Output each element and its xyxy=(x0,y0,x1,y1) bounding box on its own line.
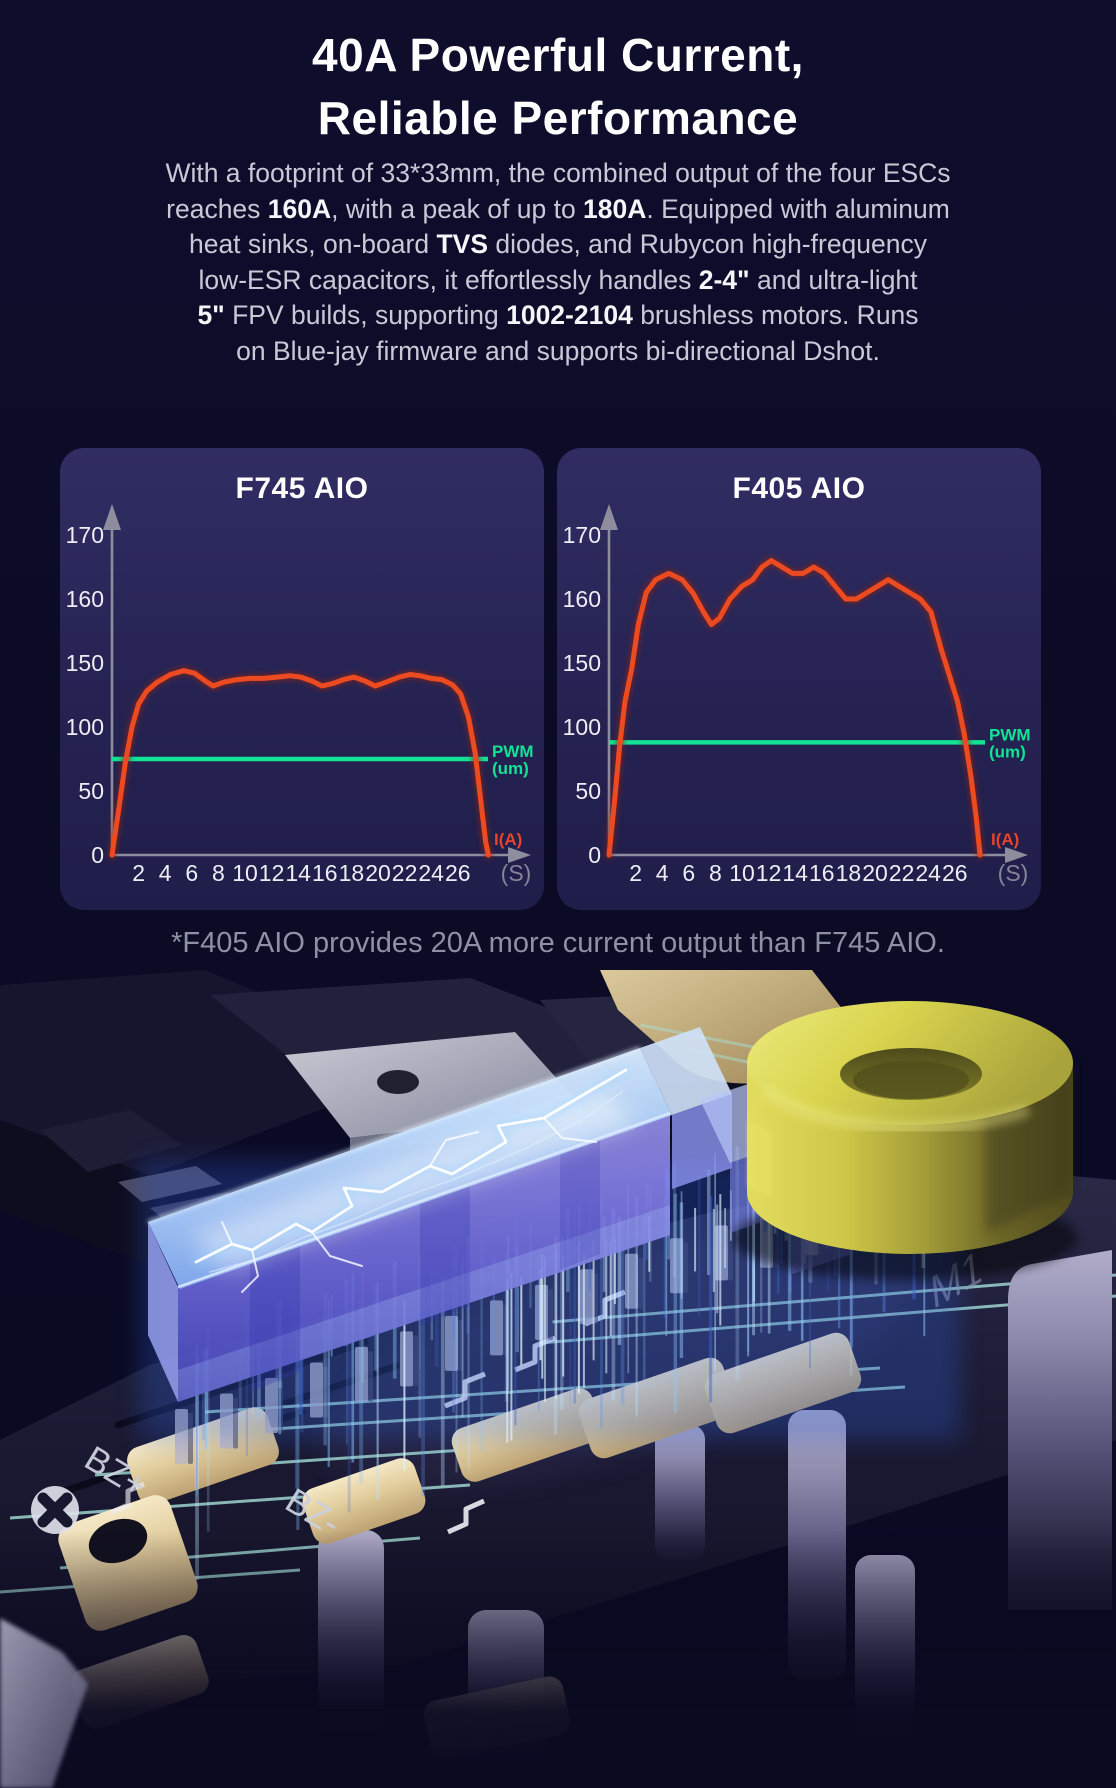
right-pillar xyxy=(1008,1250,1112,1610)
description-line: With a footprint of 33*33mm, the combine… xyxy=(0,156,1116,192)
axis-tick-label: 14 xyxy=(285,860,311,886)
axis-tick-label: 170 xyxy=(66,522,104,548)
axis-tick-label: 18 xyxy=(836,860,862,886)
current-axis-label: I(A) xyxy=(494,830,522,849)
axis-tick-label: 4 xyxy=(159,860,172,886)
axis-tick-label: 100 xyxy=(563,714,601,740)
current-curve xyxy=(109,668,491,858)
axis-tick-label: 170 xyxy=(563,522,601,548)
x-axis-unit-label: (S) xyxy=(501,860,532,886)
description-text: . Equipped with aluminum xyxy=(646,193,950,224)
description-line: 5" FPV builds, supporting 1002-2104 brus… xyxy=(0,298,1116,334)
axis-tick-label: 0 xyxy=(588,842,601,868)
lightning-bolts xyxy=(192,1066,630,1293)
axis-tick-label: 0 xyxy=(91,842,104,868)
axis-tick-label: 160 xyxy=(66,586,104,612)
y-axis-arrow xyxy=(103,504,121,530)
x-axis-arrow xyxy=(508,847,531,863)
chart-card-f405: 0 50 100 150 160 170 2 4 6 8 10 12 14 16 18 20 22 24 26 (S)… xyxy=(557,448,1041,910)
capacitor xyxy=(733,1001,1077,1280)
description-highlight: 5" xyxy=(197,300,225,330)
axis-tick-label: 12 xyxy=(756,860,782,886)
description-text: With a footprint of 33*33mm, the combine… xyxy=(165,158,951,188)
axis-tick-label: 24 xyxy=(915,860,941,886)
page-title-line2: Reliable Performance xyxy=(317,92,799,144)
x-axis-unit-label: (S) xyxy=(998,860,1029,886)
axis-tick-label: 20 xyxy=(862,860,888,886)
description-text: brushless motors. Runs xyxy=(632,300,919,330)
bottom-fade xyxy=(0,1530,1116,1788)
pwm-unit-label: (um) xyxy=(492,759,529,778)
axis-tick-label: 22 xyxy=(392,860,418,886)
description-highlight: TVS xyxy=(436,229,488,259)
pwm-label: PWM xyxy=(989,725,1031,744)
description-line: on Blue-jay firmware and supports bi-dir… xyxy=(0,334,1116,370)
axis-tick-label: 12 xyxy=(259,860,285,886)
current-curve-glow xyxy=(107,666,493,860)
axis-tick-label: 8 xyxy=(212,860,225,886)
axis-tick-label: 14 xyxy=(782,860,808,886)
description-highlight: 160A xyxy=(267,193,332,224)
axis-tick-label: 24 xyxy=(418,860,444,886)
y-axis-arrow xyxy=(600,504,618,530)
x-axis-arrow xyxy=(1005,847,1028,863)
axis-tick-label: 4 xyxy=(656,860,669,886)
description-text: reaches xyxy=(166,193,268,224)
corner-component xyxy=(0,1618,88,1788)
footnote: *F405 AIO provides 20A more current outp… xyxy=(171,927,945,959)
axis-tick-label: 20 xyxy=(365,860,391,886)
description-highlight: 2-4" xyxy=(698,264,750,295)
axis-tick-label: 6 xyxy=(185,860,198,886)
axis-tick-label: 2 xyxy=(132,860,145,886)
axis-tick-label: 150 xyxy=(563,650,601,676)
axis-tick-label: 10 xyxy=(232,860,258,886)
pwm-unit-label: (um) xyxy=(989,742,1026,761)
pcb-render-image: BZ+ BZ- M1 xyxy=(0,970,1116,1788)
page-title-line1: 40A Powerful Current, xyxy=(312,29,804,81)
axis-tick-label: 10 xyxy=(729,860,755,886)
description-line: reaches 160A, with a peak of up to 180A.… xyxy=(0,192,1116,228)
chart-title-f405: F405 AIO xyxy=(732,472,866,505)
axis-tick-label: 50 xyxy=(575,778,601,804)
description-text: low-ESR capacitors, it effortlessly hand… xyxy=(198,264,699,295)
description-highlight: 1002-2104 xyxy=(506,300,633,330)
description-text: and ultra-light xyxy=(749,264,918,295)
description-line: low-ESR capacitors, it effortlessly hand… xyxy=(0,263,1116,299)
description-text: on Blue-jay firmware and supports bi-dir… xyxy=(236,335,880,366)
description-text: diodes, and Rubycon high-frequency xyxy=(488,229,928,259)
axis-tick-label: 8 xyxy=(709,860,722,886)
description-text: , with a peak of up to xyxy=(331,193,584,224)
chart-title-f745: F745 AIO xyxy=(235,472,369,505)
description-highlight: 180A xyxy=(583,193,647,224)
chart-card-f745: 0 50 100 150 160 170 2 4 6 8 10 12 14 16 18 20 22 24 26 (S)… xyxy=(60,448,544,910)
axis-tick-label: 26 xyxy=(445,860,471,886)
axis-tick-label: 18 xyxy=(339,860,365,886)
product-description: With a footprint of 33*33mm, the combine… xyxy=(0,156,1116,369)
axis-tick-label: 50 xyxy=(78,778,104,804)
current-axis-label: I(A) xyxy=(991,830,1019,849)
axis-tick-label: 22 xyxy=(889,860,915,886)
axis-tick-label: 100 xyxy=(66,714,104,740)
screw-cross-icon xyxy=(31,1486,79,1534)
axis-tick-label: 6 xyxy=(682,860,695,886)
axis-tick-label: 16 xyxy=(312,860,338,886)
page-title: 40A Powerful Current, Reliable Performan… xyxy=(0,24,1116,150)
axis-tick-label: 26 xyxy=(942,860,968,886)
axis-tick-label: 160 xyxy=(563,586,601,612)
current-curve xyxy=(606,558,983,858)
description-text: heat sinks, on-board xyxy=(188,229,437,259)
axis-tick-label: 2 xyxy=(629,860,642,886)
pwm-label: PWM xyxy=(492,742,534,761)
axis-tick-label: 150 xyxy=(66,650,104,676)
description-line: heat sinks, on-board TVS diodes, and Rub… xyxy=(0,227,1116,263)
description-text: FPV builds, supporting xyxy=(224,300,507,330)
axis-tick-label: 16 xyxy=(809,860,835,886)
